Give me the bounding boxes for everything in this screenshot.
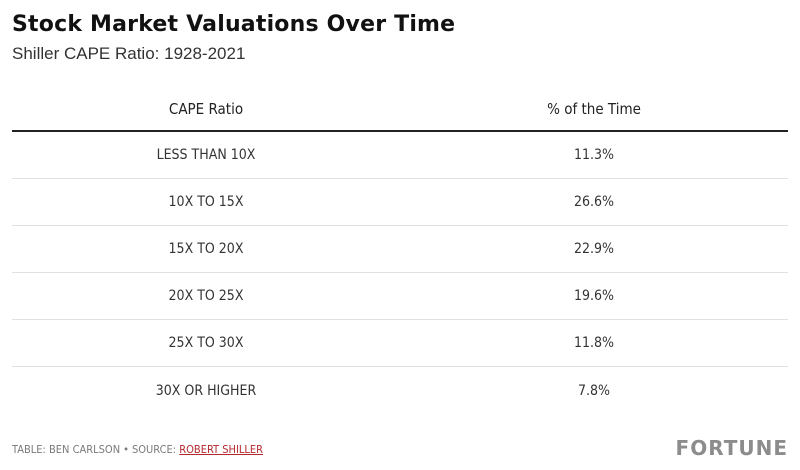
source-label: SOURCE:	[131, 443, 177, 456]
table-row: 25X TO 30X 11.8%	[12, 320, 788, 367]
cell-percent: 7.8%	[578, 382, 610, 399]
data-table: CAPE Ratio % of the Time LESS THAN 10X 1…	[12, 88, 788, 414]
table-header-row: CAPE Ratio % of the Time	[12, 88, 788, 132]
cell-percent: 11.3%	[573, 147, 614, 163]
column-header-cape-ratio: CAPE Ratio	[168, 100, 244, 118]
cell-cape-range: 15X TO 20X	[168, 241, 244, 257]
footer-credit: TABLE: BEN CARLSON • SOURCE: ROBERT SHILLE…	[12, 443, 263, 456]
table-row: 10X TO 15X 26.6%	[12, 179, 788, 226]
cell-percent: 11.8%	[573, 335, 614, 351]
table-row: LESS THAN 10X 11.3%	[12, 132, 788, 179]
source-link[interactable]: ROBERT SHILLER	[179, 443, 264, 456]
table-row: 30X OR HIGHER 7.8%	[12, 367, 788, 414]
cell-cape-range: 25X TO 30X	[168, 335, 244, 351]
cell-cape-range: LESS THAN 10X	[156, 147, 256, 163]
chart-subtitle: Shiller CAPE Ratio: 1928-2021	[12, 44, 246, 63]
cell-cape-range: 30X OR HIGHER	[155, 382, 257, 399]
cell-percent: 26.6%	[573, 194, 614, 210]
chart-title: Stock Market Valuations Over Time	[12, 12, 456, 37]
cell-cape-range: 20X TO 25X	[168, 288, 244, 304]
column-header-percent-time: % of the Time	[547, 100, 641, 118]
cell-percent: 19.6%	[573, 288, 614, 304]
fortune-logo: FORTUNE	[675, 436, 788, 460]
cell-cape-range: 10X TO 15X	[168, 194, 244, 210]
table-row: 15X TO 20X 22.9%	[12, 226, 788, 273]
credit-text: TABLE: BEN CARLSON	[12, 443, 121, 456]
separator-dot: •	[123, 443, 129, 456]
cell-percent: 22.9%	[573, 241, 614, 257]
table-row: 20X TO 25X 19.6%	[12, 273, 788, 320]
